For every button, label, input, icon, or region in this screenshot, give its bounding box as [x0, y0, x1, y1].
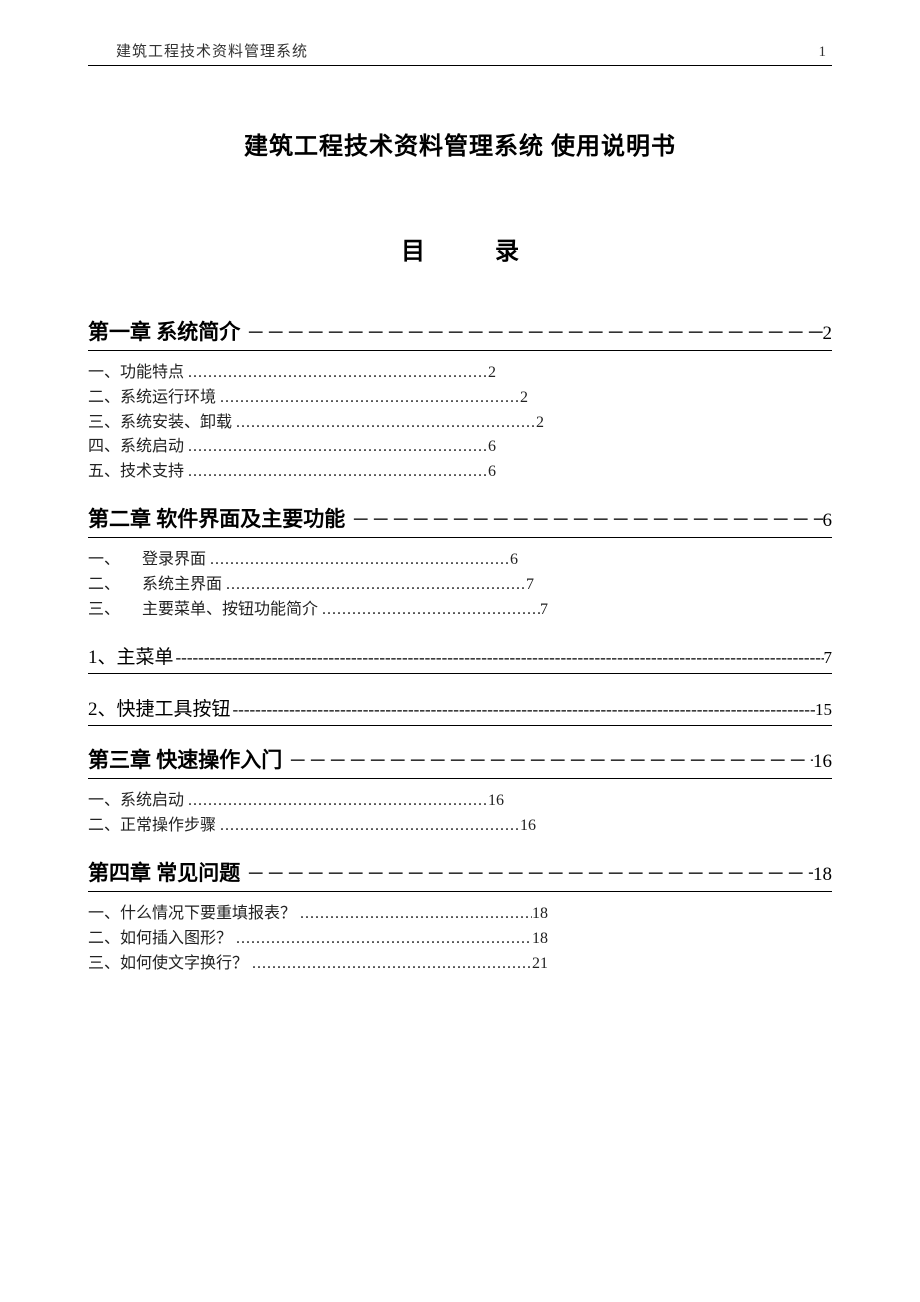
toc-sub-item: 一、登录界面..................................… — [88, 548, 548, 573]
toc-sub-item: 三、系统安装、卸载...............................… — [88, 411, 548, 436]
toc-sub-item: 一、什么情况下要重填报表？...........................… — [88, 902, 548, 927]
section-page: 7 — [824, 648, 833, 668]
toc-sub-item: 二、正常操作步骤................................… — [88, 814, 548, 839]
toc-sublist: 一、登录界面..................................… — [88, 548, 548, 622]
toc-sub-item: 三、主要菜单、按钮功能简介...........................… — [88, 598, 548, 623]
toc-chapter: 第三章 快速操作入门 －－－－－－－－－－－－－－－－－－－－－－－－－－－－－… — [88, 744, 832, 779]
header-title: 建筑工程技术资料管理系统 — [88, 40, 308, 61]
chapter-label: 第四章 常见问题 — [88, 857, 240, 887]
chapter-page: 2 — [823, 323, 833, 345]
page-header: 建筑工程技术资料管理系统 1 — [88, 40, 832, 66]
chapter-page: 16 — [813, 751, 832, 773]
chapter-page: 18 — [813, 864, 832, 886]
leader-dash: －－－－－－－－－－－－－－－－－－－－－－－－－－－－－－－－－－－－－－－－… — [288, 746, 813, 773]
header-page-number: 1 — [819, 44, 833, 61]
toc-chapter: 第二章 软件界面及主要功能 －－－－－－－－－－－－－－－－－－－－－－－－－－… — [88, 503, 832, 538]
toc-heading: 目录 — [88, 231, 832, 266]
toc-sub-item: 二、系统运行环境................................… — [88, 386, 548, 411]
toc-heading-left: 目 — [401, 239, 425, 265]
toc-chapter: 第一章 系统简介 －－－－－－－－－－－－－－－－－－－－－－－－－－－－－－－… — [88, 316, 832, 351]
leader-section-dash: ----------------------------------------… — [176, 648, 824, 668]
toc-section: 1、主菜单 ----------------------------------… — [88, 642, 832, 674]
chapter-label: 第一章 系统简介 — [88, 316, 240, 346]
chapter-page: 6 — [823, 510, 833, 532]
document-title: 建筑工程技术资料管理系统 使用说明书 — [88, 126, 832, 161]
toc-sub-item: 二、系统主界面.................................… — [88, 573, 548, 598]
leader-dash: －－－－－－－－－－－－－－－－－－－－－－－－－－－－－－－－－－－－－－－－… — [351, 505, 822, 532]
toc-sublist: 一、系统启动..................................… — [88, 789, 548, 839]
toc-chapter: 第四章 常见问题 －－－－－－－－－－－－－－－－－－－－－－－－－－－－－－－… — [88, 857, 832, 892]
section-label: 1、主菜单 — [88, 642, 174, 669]
toc-section: 2、快捷工具按钮 -------------------------------… — [88, 694, 832, 726]
toc-sub-item: 四、系统启动..................................… — [88, 435, 548, 460]
toc-sublist: 一、功能特点..................................… — [88, 361, 548, 485]
chapter-label: 第二章 软件界面及主要功能 — [88, 503, 345, 533]
toc-sub-item: 一、系统启动..................................… — [88, 789, 548, 814]
toc-sub-item: 二、如何插入图形？...............................… — [88, 927, 548, 952]
section-label: 2、快捷工具按钮 — [88, 694, 231, 721]
toc-sub-item: 三、如何使文字换行？..............................… — [88, 952, 548, 977]
leader-section-dash: ----------------------------------------… — [233, 700, 815, 720]
section-page: 15 — [815, 700, 832, 720]
toc-sub-item: 五、技术支持..................................… — [88, 460, 548, 485]
chapter-label: 第三章 快速操作入门 — [88, 744, 282, 774]
leader-dash: －－－－－－－－－－－－－－－－－－－－－－－－－－－－－－－－－－－－－－－－… — [246, 859, 813, 886]
toc-sub-item: 一、功能特点..................................… — [88, 361, 548, 386]
toc-heading-right: 录 — [495, 239, 519, 265]
toc-sublist: 一、什么情况下要重填报表？...........................… — [88, 902, 548, 976]
leader-dash: －－－－－－－－－－－－－－－－－－－－－－－－－－－－－－－－－－－－－－－－… — [246, 318, 822, 345]
